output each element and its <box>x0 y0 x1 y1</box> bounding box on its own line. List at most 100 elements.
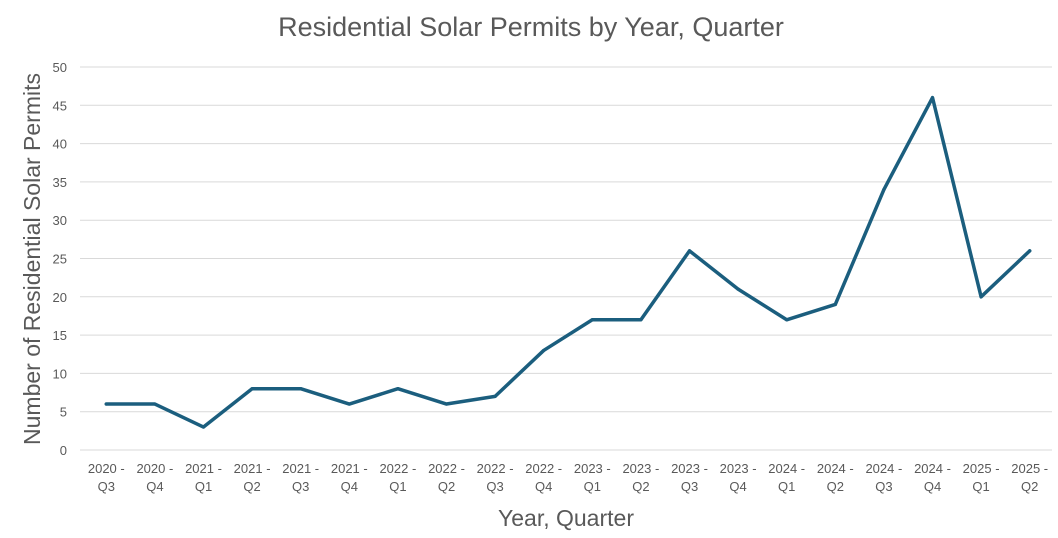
data-point <box>542 348 546 353</box>
x-tick-quarter: Q4 <box>535 479 552 494</box>
x-tick-label: 2021 - Q2 <box>234 461 271 494</box>
x-tick-quarter: Q3 <box>98 479 115 494</box>
x-tick-label: 2025 - Q2 <box>1011 461 1048 494</box>
x-tick-quarter: Q4 <box>341 479 358 494</box>
data-point <box>882 187 886 192</box>
x-tick-label: 2022 - Q3 <box>477 461 514 494</box>
x-tick-quarter: Q1 <box>195 479 212 494</box>
x-tick-quarter: Q1 <box>389 479 406 494</box>
x-tick-year: 2025 - <box>963 461 1000 476</box>
x-tick-quarter: Q2 <box>1021 479 1038 494</box>
data-point <box>590 318 594 322</box>
x-tick-year: 2023 - <box>720 461 757 476</box>
data-point <box>250 387 254 391</box>
data-point <box>930 96 935 100</box>
x-axis-ticks: 2020 - Q3 2020 - Q4 2021 - Q1 2021 - Q2 2021 - Q3… <box>88 461 1048 494</box>
x-tick-label: 2023 - Q4 <box>720 461 757 494</box>
x-tick-quarter: Q4 <box>729 479 746 494</box>
x-tick-quarter: Q3 <box>486 479 503 494</box>
x-tick-quarter: Q2 <box>438 479 455 494</box>
data-point <box>1028 249 1032 253</box>
x-axis-title: Year, Quarter <box>498 505 634 531</box>
series-line <box>104 95 1032 429</box>
y-tick-label: 20 <box>53 290 67 305</box>
x-tick-label: 2024 - Q1 <box>768 461 805 494</box>
gridlines <box>80 66 1052 451</box>
data-point <box>493 394 497 398</box>
x-tick-year: 2021 - <box>185 461 222 476</box>
x-tick-label: 2022 - Q1 <box>379 461 416 494</box>
x-tick-label: 2023 - Q3 <box>671 461 708 494</box>
x-tick-year: 2024 - <box>865 461 902 476</box>
y-tick-label: 10 <box>53 366 67 381</box>
x-tick-year: 2021 - <box>282 461 319 476</box>
y-tick-label: 45 <box>53 98 67 113</box>
x-tick-year: 2023 - <box>622 461 659 476</box>
x-tick-year: 2021 - <box>234 461 271 476</box>
x-tick-year: 2020 - <box>88 461 125 476</box>
x-tick-year: 2022 - <box>525 461 562 476</box>
x-tick-year: 2023 - <box>574 461 611 476</box>
data-point <box>104 402 108 406</box>
x-tick-year: 2024 - <box>768 461 805 476</box>
y-tick-label: 25 <box>53 252 67 267</box>
x-tick-year: 2024 - <box>817 461 854 476</box>
x-tick-label: 2022 - Q4 <box>525 461 562 494</box>
x-tick-quarter: Q2 <box>243 479 260 494</box>
x-tick-label: 2023 - Q1 <box>574 461 611 494</box>
x-tick-label: 2020 - Q3 <box>88 461 125 494</box>
x-tick-quarter: Q3 <box>292 479 309 494</box>
data-point <box>785 318 789 322</box>
data-point <box>444 402 449 406</box>
x-tick-label: 2023 - Q2 <box>622 461 659 494</box>
x-tick-quarter: Q1 <box>584 479 601 494</box>
y-tick-label: 5 <box>60 405 67 420</box>
x-tick-quarter: Q2 <box>827 479 844 494</box>
x-tick-year: 2022 - <box>477 461 514 476</box>
y-tick-label: 35 <box>53 175 67 190</box>
data-point <box>347 402 351 406</box>
data-point <box>639 318 643 322</box>
x-tick-year: 2023 - <box>671 461 708 476</box>
x-tick-quarter: Q2 <box>632 479 649 494</box>
x-tick-label: 2024 - Q3 <box>865 461 902 494</box>
y-tick-label: 30 <box>53 213 67 228</box>
x-tick-label: 2021 - Q1 <box>185 461 222 494</box>
x-tick-quarter: Q4 <box>924 479 941 494</box>
x-tick-quarter: Q1 <box>778 479 795 494</box>
x-tick-label: 2024 - Q2 <box>817 461 854 494</box>
x-tick-label: 2025 - Q1 <box>963 461 1000 494</box>
data-point <box>201 425 206 429</box>
x-tick-label: 2022 - Q2 <box>428 461 465 494</box>
data-point <box>833 302 837 307</box>
x-tick-quarter: Q4 <box>146 479 163 494</box>
y-tick-label: 0 <box>60 443 67 458</box>
x-tick-year: 2020 - <box>136 461 173 476</box>
chart-title: Residential Solar Permits by Year, Quart… <box>278 12 784 42</box>
x-tick-label: 2024 - Q4 <box>914 461 951 494</box>
x-tick-year: 2025 - <box>1011 461 1048 476</box>
y-tick-label: 50 <box>53 60 67 75</box>
y-axis-title: Number of Residential Solar Permits <box>19 73 45 445</box>
x-tick-quarter: Q3 <box>681 479 698 494</box>
x-tick-label: 2021 - Q4 <box>331 461 368 494</box>
series-layer <box>104 95 1032 429</box>
y-axis-ticks: 0 5 10 15 20 25 30 35 40 45 50 <box>53 60 67 458</box>
x-tick-quarter: Q1 <box>972 479 989 494</box>
y-tick-label: 40 <box>53 137 67 152</box>
data-point <box>979 295 983 299</box>
data-point <box>736 287 740 291</box>
y-tick-label: 15 <box>53 328 67 343</box>
x-tick-label: 2021 - Q3 <box>282 461 319 494</box>
data-point <box>299 387 303 391</box>
data-point <box>396 387 400 391</box>
data-point <box>153 402 157 406</box>
x-tick-year: 2022 - <box>428 461 465 476</box>
x-tick-year: 2024 - <box>914 461 951 476</box>
x-tick-year: 2021 - <box>331 461 368 476</box>
x-tick-year: 2022 - <box>379 461 416 476</box>
data-point <box>687 249 692 253</box>
x-tick-quarter: Q3 <box>875 479 892 494</box>
x-tick-label: 2020 - Q4 <box>136 461 173 494</box>
